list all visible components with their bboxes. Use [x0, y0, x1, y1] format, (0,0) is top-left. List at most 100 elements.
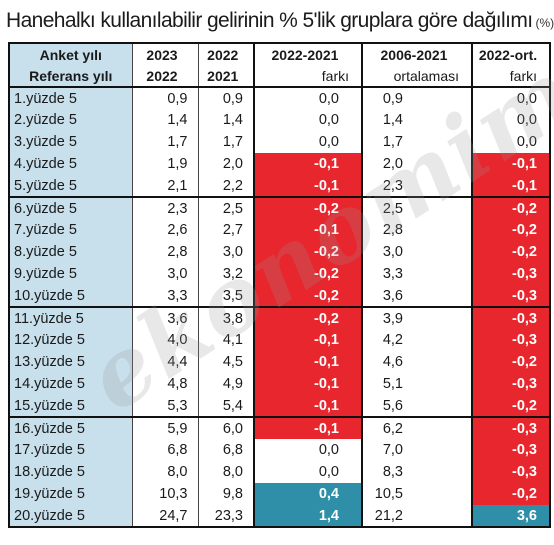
diff-avg: -0,2 — [471, 241, 550, 263]
diff-avg: -0,1 — [471, 175, 550, 197]
diff-2022-2021: 1,4 — [253, 505, 362, 527]
header-col-2022: 2022 — [197, 43, 254, 65]
value-2022: 2,0 — [197, 153, 254, 175]
diff-avg: -0,1 — [471, 153, 550, 175]
avg-2006-2021: 3,6 — [361, 285, 472, 307]
value-2023: 5,3 — [131, 395, 198, 417]
avg-2006-2021: 1,7 — [361, 131, 472, 153]
title-unit: (%) — [535, 16, 554, 30]
value-2022: 6,0 — [197, 416, 254, 439]
avg-2006-2021: 2,5 — [361, 196, 472, 219]
avg-2006-2021: 4,2 — [361, 329, 472, 351]
row-label: 2.yüzde 5 — [9, 109, 132, 131]
value-2023: 4,0 — [131, 329, 198, 351]
value-2022: 1,7 — [197, 131, 254, 153]
avg-2006-2021: 6,2 — [361, 416, 472, 439]
value-2022: 4,1 — [197, 329, 254, 351]
diff-avg: 0,0 — [471, 131, 550, 153]
table-row: 18.yüzde 5 8,0 8,0 0,0 8,3 -0,3 — [9, 461, 550, 483]
diff-2022-2021: -0,2 — [253, 306, 362, 329]
row-label: 9.yüzde 5 — [9, 263, 132, 285]
table-row: 6.yüzde 5 2,3 2,5 -0,2 2,5 -0,2 — [9, 196, 550, 219]
value-2023: 6,8 — [131, 439, 198, 461]
row-label: 15.yüzde 5 — [9, 395, 132, 417]
avg-2006-2021: 3,0 — [361, 241, 472, 263]
row-label: 7.yüzde 5 — [9, 219, 132, 241]
value-2022: 3,5 — [197, 285, 254, 307]
row-label: 11.yüzde 5 — [9, 306, 132, 329]
diff-avg: 3,6 — [471, 505, 550, 527]
value-2022: 3,0 — [197, 241, 254, 263]
value-2022: 2,2 — [197, 175, 254, 197]
avg-2006-2021: 3,3 — [361, 263, 472, 285]
diff-avg: -0,2 — [471, 196, 550, 219]
row-label: 16.yüzde 5 — [9, 416, 132, 439]
table-row: 13.yüzde 5 4,4 4,5 -0,1 4,6 -0,2 — [9, 351, 550, 373]
avg-2006-2021: 4,6 — [361, 351, 472, 373]
table-row: 19.yüzde 5 10,3 9,8 0,4 10,5 -0,2 — [9, 483, 550, 505]
diff-2022-2021: -0,1 — [253, 373, 362, 395]
diff-avg: -0,2 — [471, 395, 550, 417]
diff-avg: -0,2 — [471, 483, 550, 505]
row-label: 4.yüzde 5 — [9, 153, 132, 175]
value-2023: 4,8 — [131, 373, 198, 395]
value-2022: 3,8 — [197, 306, 254, 329]
value-2023: 2,1 — [131, 175, 198, 197]
value-2022: 23,3 — [197, 505, 254, 527]
header-avg-2006-2021: 2006-2021 — [361, 43, 472, 65]
diff-2022-2021: -0,1 — [253, 351, 362, 373]
row-label: 14.yüzde 5 — [9, 373, 132, 395]
header-diff-avg: 2022-ort. — [471, 43, 550, 65]
table-row: 9.yüzde 5 3,0 3,2 -0,2 3,3 -0,3 — [9, 263, 550, 285]
diff-2022-2021: -0,1 — [253, 153, 362, 175]
row-label: 19.yüzde 5 — [9, 483, 132, 505]
avg-2006-2021: 10,5 — [361, 483, 472, 505]
diff-avg: -0,3 — [471, 461, 550, 483]
row-label: 6.yüzde 5 — [9, 196, 132, 219]
avg-2006-2021: 2,0 — [361, 153, 472, 175]
avg-2006-2021: 5,1 — [361, 373, 472, 395]
table-row: 15.yüzde 5 5,3 5,4 -0,1 5,6 -0,2 — [9, 395, 550, 417]
avg-2006-2021: 1,4 — [361, 109, 472, 131]
value-2023: 1,7 — [131, 131, 198, 153]
avg-2006-2021: 3,9 — [361, 306, 472, 329]
diff-2022-2021: -0,1 — [253, 329, 362, 351]
value-2023: 10,3 — [131, 483, 198, 505]
header-diff-label: farkı — [253, 65, 362, 88]
value-2022: 8,0 — [197, 461, 254, 483]
avg-2006-2021: 2,3 — [361, 175, 472, 197]
value-2022: 4,9 — [197, 373, 254, 395]
diff-2022-2021: -0,2 — [253, 196, 362, 219]
header-row-survey-year: Anket yılı 2023 2022 2022-2021 2006-2021… — [9, 43, 550, 65]
diff-avg: -0,3 — [471, 416, 550, 439]
title-text: Hanehalkı kullanılabilir gelirinin % 5'l… — [6, 9, 533, 32]
value-2022: 3,2 — [197, 263, 254, 285]
header-ref-2022: 2022 — [131, 65, 198, 88]
table-row: 14.yüzde 5 4,8 4,9 -0,1 5,1 -0,3 — [9, 373, 550, 395]
diff-2022-2021: -0,2 — [253, 263, 362, 285]
diff-avg: -0,2 — [471, 219, 550, 241]
diff-2022-2021: 0,0 — [253, 131, 362, 153]
header-survey-year: Anket yılı — [9, 43, 132, 65]
row-label: 10.yüzde 5 — [9, 285, 132, 307]
row-label: 8.yüzde 5 — [9, 241, 132, 263]
diff-2022-2021: -0,1 — [253, 219, 362, 241]
avg-2006-2021: 0,9 — [361, 86, 472, 109]
avg-2006-2021: 8,3 — [361, 461, 472, 483]
avg-2006-2021: 2,8 — [361, 219, 472, 241]
value-2023: 2,3 — [131, 196, 198, 219]
header-avg-label: ortalaması — [361, 65, 472, 88]
table-row: 12.yüzde 5 4,0 4,1 -0,1 4,2 -0,3 — [9, 329, 550, 351]
diff-2022-2021: 0,0 — [253, 461, 362, 483]
diff-avg: 0,0 — [471, 86, 550, 109]
table-row: 20.yüzde 5 24,7 23,3 1,4 21,2 3,6 — [9, 505, 550, 527]
value-2023: 1,4 — [131, 109, 198, 131]
table-row: 5.yüzde 5 2,1 2,2 -0,1 2,3 -0,1 — [9, 175, 550, 197]
value-2023: 3,6 — [131, 306, 198, 329]
row-label: 3.yüzde 5 — [9, 131, 132, 153]
header-col-2023: 2023 — [131, 43, 198, 65]
header-diff-2022-2021: 2022-2021 — [253, 43, 362, 65]
header-row-reference-year: Referans yılı 2022 2021 farkı ortalaması… — [9, 65, 550, 88]
diff-2022-2021: -0,1 — [253, 395, 362, 417]
row-label: 17.yüzde 5 — [9, 439, 132, 461]
